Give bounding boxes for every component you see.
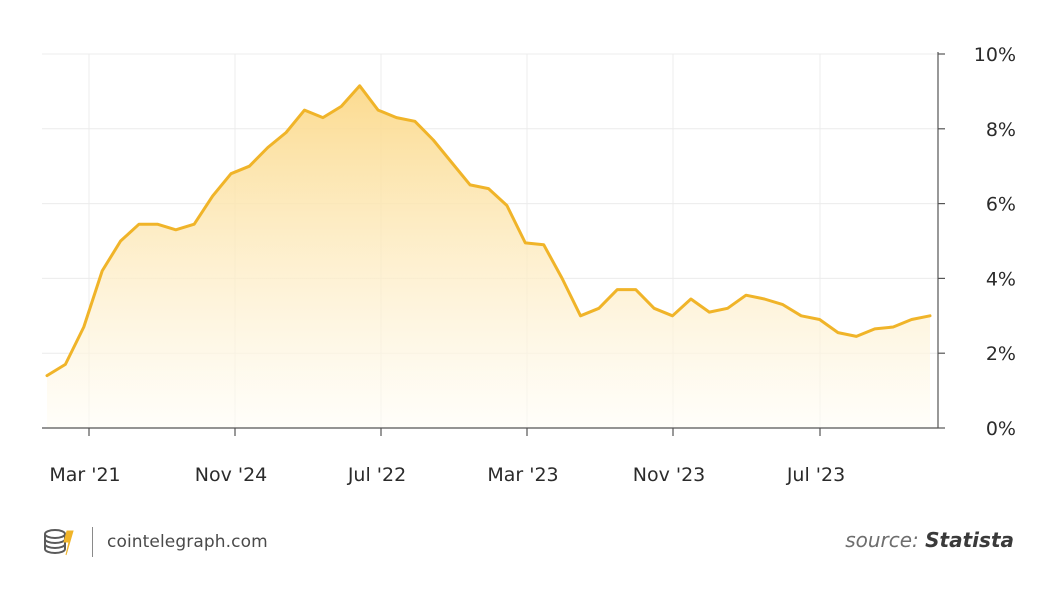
data-point bbox=[450, 161, 453, 164]
data-point bbox=[138, 223, 141, 226]
data-point bbox=[929, 314, 932, 317]
data-point bbox=[119, 240, 122, 243]
data-point bbox=[524, 241, 527, 244]
data-point bbox=[64, 363, 67, 366]
data-point bbox=[671, 314, 674, 317]
y-tick-label: 6% bbox=[986, 194, 1016, 216]
area-layer bbox=[45, 84, 932, 429]
data-point bbox=[616, 288, 619, 291]
data-point bbox=[561, 277, 564, 280]
source-prefix: source: bbox=[845, 528, 926, 552]
data-point bbox=[818, 318, 821, 321]
data-point bbox=[377, 109, 380, 112]
x-tick-label: Mar '21 bbox=[49, 464, 120, 486]
data-point bbox=[542, 243, 545, 246]
data-point bbox=[800, 314, 803, 317]
source-name: Statista bbox=[925, 528, 1014, 552]
x-tick-label: Nov '24 bbox=[195, 464, 268, 486]
y-tick-label: 8% bbox=[986, 119, 1016, 141]
data-point bbox=[285, 131, 288, 134]
source-credit: source: Statista bbox=[845, 528, 1014, 552]
data-point bbox=[505, 204, 508, 207]
y-tick-label: 10% bbox=[974, 44, 1016, 66]
data-point bbox=[303, 109, 306, 112]
data-point bbox=[910, 318, 913, 321]
data-point bbox=[340, 105, 343, 108]
y-tick-label: 2% bbox=[986, 343, 1016, 365]
data-point bbox=[174, 228, 177, 231]
x-tick-label: Jul '22 bbox=[347, 464, 406, 486]
data-point bbox=[321, 116, 324, 119]
data-point bbox=[413, 120, 416, 123]
data-point bbox=[46, 374, 49, 377]
data-point bbox=[837, 331, 840, 334]
footer-brand: cointelegraph.com bbox=[42, 522, 268, 562]
data-point bbox=[653, 307, 656, 310]
data-point bbox=[708, 311, 711, 314]
data-point bbox=[597, 307, 600, 310]
data-point bbox=[82, 326, 85, 329]
data-point bbox=[432, 139, 435, 142]
data-point bbox=[634, 288, 637, 291]
data-point bbox=[873, 327, 876, 330]
axes bbox=[42, 52, 945, 436]
y-tick-label: 0% bbox=[986, 418, 1016, 440]
data-point bbox=[892, 326, 895, 329]
brand-text[interactable]: cointelegraph.com bbox=[107, 532, 268, 552]
data-point bbox=[101, 269, 104, 272]
data-point bbox=[193, 223, 196, 226]
y-tick-label: 4% bbox=[986, 268, 1016, 290]
data-point bbox=[358, 84, 361, 87]
data-point bbox=[689, 298, 692, 301]
cointelegraph-coin-stack-icon bbox=[44, 529, 74, 556]
data-point bbox=[855, 335, 858, 338]
data-point bbox=[230, 172, 233, 175]
data-point bbox=[579, 314, 582, 317]
series-line bbox=[45, 84, 932, 378]
data-point bbox=[469, 183, 472, 186]
data-point bbox=[156, 223, 159, 226]
x-tick-label: Nov '23 bbox=[633, 464, 706, 486]
data-point bbox=[726, 307, 729, 310]
data-point bbox=[781, 303, 784, 306]
x-tick-label: Jul '23 bbox=[786, 464, 845, 486]
data-point bbox=[763, 298, 766, 301]
data-point bbox=[211, 195, 214, 198]
data-point bbox=[745, 294, 748, 297]
area-fill bbox=[47, 85, 930, 429]
data-point bbox=[266, 146, 269, 149]
data-point bbox=[248, 165, 251, 168]
data-point bbox=[395, 116, 398, 119]
tick-labels: 0% 2% 4% 6% 8% 10% Mar '21 Nov '24 Jul '22 Mar '2… bbox=[49, 44, 1016, 486]
footer-divider bbox=[92, 527, 93, 557]
data-point bbox=[487, 187, 490, 190]
x-tick-label: Mar '23 bbox=[487, 464, 558, 486]
